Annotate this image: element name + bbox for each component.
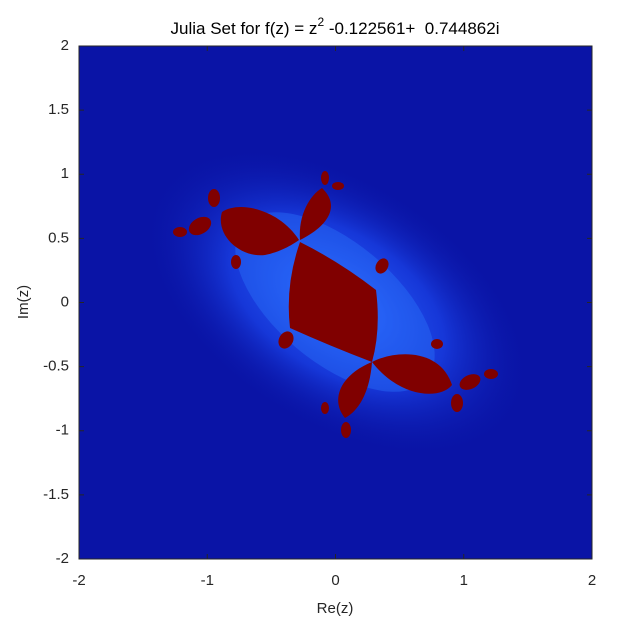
y-tick-label: 1 [61,165,69,182]
x-tick-label: 0 [331,572,339,589]
y-tick-label: 1.5 [48,101,69,118]
x-tick-label: -1 [201,572,214,589]
x-tick-label: -2 [72,572,85,589]
y-axis-label: Im(z) [15,285,32,319]
y-tick-label: -2 [56,550,69,567]
y-tick-label: 2 [61,37,69,54]
chart-title: Julia Set for f(z) = z2 -0.122561+ 0.744… [171,15,500,38]
y-tick-label: 0 [61,293,69,310]
y-tick-label: -1 [56,422,69,439]
julia-set-image [143,146,531,458]
x-tick-label: 2 [588,572,596,589]
x-axis-label: Re(z) [317,600,354,617]
y-tick-label: 0.5 [48,229,69,246]
x-tick-label: 1 [460,572,468,589]
y-tick-label: -0.5 [43,358,69,375]
y-tick-label: -1.5 [43,486,69,503]
